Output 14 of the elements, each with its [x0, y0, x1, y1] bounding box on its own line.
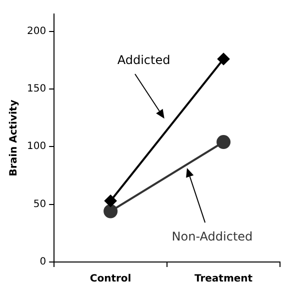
y-tick-label: 150: [26, 84, 46, 95]
point: [216, 135, 231, 150]
text: Non-Addicted: [172, 229, 253, 244]
y-tick-label: 0: [40, 256, 46, 268]
y-tick-label: 100: [26, 141, 46, 152]
point: [218, 52, 230, 65]
x-tick-label: Control: [90, 274, 132, 285]
y-tick-label: 200: [26, 26, 46, 37]
text: Addicted: [117, 53, 170, 68]
point: [104, 194, 117, 207]
point: [104, 204, 118, 218]
y-axis-title: Brain Activity: [8, 99, 20, 176]
x-tick-label: Treatment: [194, 274, 253, 285]
y-tick-label: 50: [33, 198, 46, 210]
